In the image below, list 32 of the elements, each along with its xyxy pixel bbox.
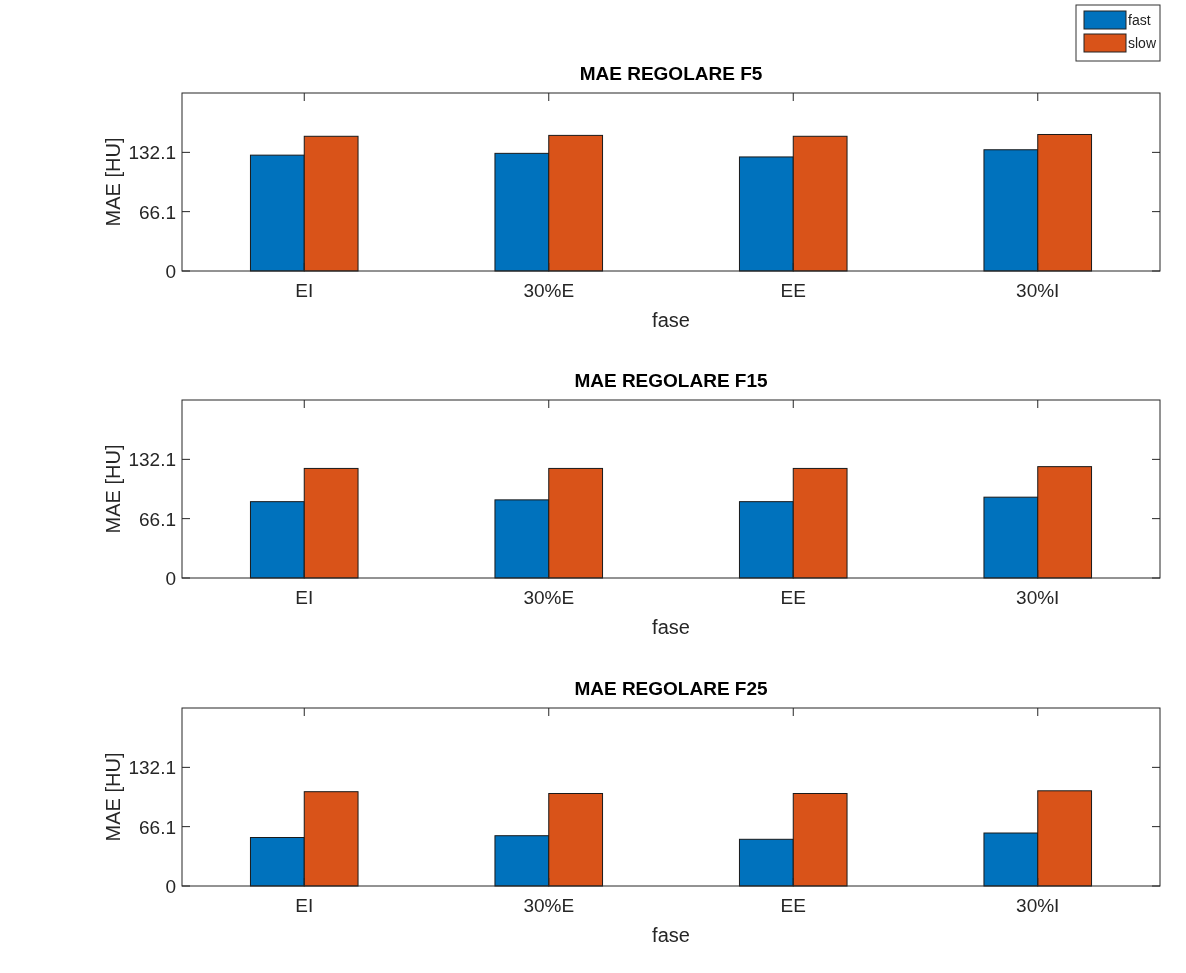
x-tick-label: 30%E	[523, 587, 575, 608]
x-tick-label: 30%I	[1016, 587, 1060, 608]
y-tick-label: 0	[165, 568, 176, 589]
y-tick-label: 0	[165, 876, 176, 897]
legend-label: slow	[1128, 35, 1157, 51]
x-tick-label: 30%I	[1016, 895, 1060, 916]
x-tick-label: EE	[780, 280, 806, 301]
x-axis-title: fase	[652, 616, 690, 638]
x-tick-label: 30%E	[523, 895, 575, 916]
x-axis-title: fase	[652, 309, 690, 331]
y-axis-title: MAE [HU]	[102, 752, 124, 842]
chart-title: MAE REGOLARE F15	[574, 370, 769, 391]
y-axis-title: MAE [HU]	[102, 137, 124, 227]
y-tick-label: 132.1	[128, 757, 176, 779]
y-tick-label: 66.1	[139, 508, 176, 530]
legend-label: fast	[1128, 12, 1151, 28]
x-tick-label: EE	[780, 587, 806, 608]
y-tick-label: 132.1	[128, 449, 176, 471]
x-tick-label: EE	[780, 895, 806, 916]
x-tick-label: EI	[295, 280, 314, 301]
y-tick-label: 66.1	[139, 816, 176, 838]
x-axis-title: fase	[652, 924, 690, 946]
y-axis-title: MAE [HU]	[102, 444, 124, 534]
y-tick-label: 132.1	[128, 142, 176, 164]
y-tick-label: 0	[165, 261, 176, 282]
x-tick-label: 30%E	[523, 280, 575, 301]
chart-title: MAE REGOLARE F25	[574, 678, 769, 699]
chart-title: MAE REGOLARE F5	[579, 63, 763, 84]
x-tick-label: EI	[295, 895, 314, 916]
x-tick-label: EI	[295, 587, 314, 608]
x-tick-label: 30%I	[1016, 280, 1060, 301]
y-tick-label: 66.1	[139, 201, 176, 223]
